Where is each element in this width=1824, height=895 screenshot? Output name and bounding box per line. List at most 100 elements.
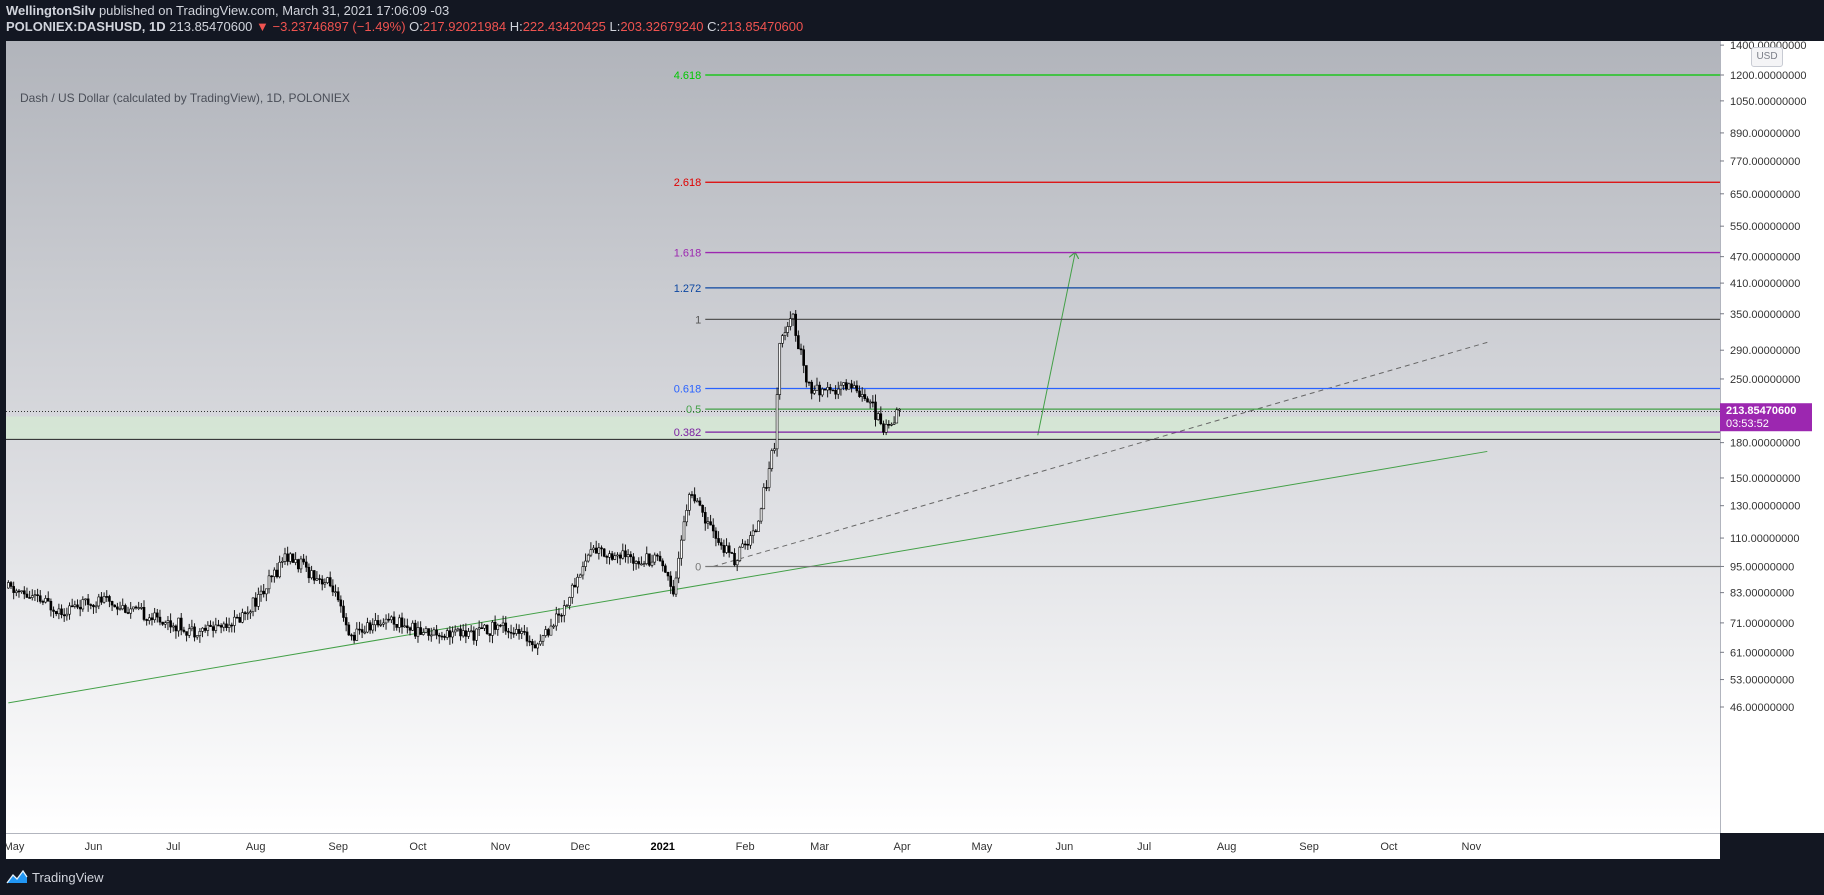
- candle-body[interactable]: [62, 614, 66, 617]
- candle-body[interactable]: [384, 618, 388, 624]
- candle-body[interactable]: [493, 621, 497, 630]
- candle-body[interactable]: [531, 641, 534, 646]
- candle-body[interactable]: [746, 543, 750, 546]
- candle-body[interactable]: [539, 640, 542, 645]
- brand-name[interactable]: TradingView: [32, 870, 104, 885]
- candle-body[interactable]: [328, 577, 332, 587]
- candle-body[interactable]: [60, 608, 63, 616]
- candle-body[interactable]: [488, 633, 492, 636]
- candle-body[interactable]: [661, 560, 665, 567]
- candle-body[interactable]: [610, 553, 614, 560]
- candle-body[interactable]: [629, 554, 633, 558]
- candle-body[interactable]: [757, 520, 760, 532]
- candle-body[interactable]: [275, 569, 279, 578]
- candle-body[interactable]: [97, 596, 101, 607]
- candle-body[interactable]: [608, 553, 611, 558]
- candle-body[interactable]: [552, 625, 555, 628]
- candle-body[interactable]: [568, 597, 571, 606]
- candle-body[interactable]: [810, 381, 813, 394]
- candle-body[interactable]: [7, 582, 10, 589]
- candle-body[interactable]: [860, 394, 864, 397]
- candle-body[interactable]: [54, 611, 58, 615]
- time-axis-canvas[interactable]: May Jun Jul Aug Sep Oct Nov Dec 2021 Feb Mar Apr May…: [4, 833, 1720, 859]
- candle-body[interactable]: [733, 552, 736, 566]
- candle-body[interactable]: [296, 559, 300, 570]
- candle-body[interactable]: [419, 627, 422, 635]
- candle-body[interactable]: [443, 635, 446, 638]
- candle-body[interactable]: [850, 383, 853, 389]
- candle-body[interactable]: [241, 612, 244, 623]
- candle-body[interactable]: [118, 608, 122, 611]
- candle-body[interactable]: [342, 605, 345, 618]
- candle-body[interactable]: [286, 553, 289, 562]
- candle-body[interactable]: [898, 408, 901, 411]
- candle-body[interactable]: [179, 617, 183, 631]
- candle-body[interactable]: [166, 620, 170, 623]
- candle-body[interactable]: [890, 424, 893, 426]
- candle-body[interactable]: [549, 625, 553, 636]
- candle-body[interactable]: [456, 628, 460, 631]
- candle-body[interactable]: [754, 530, 758, 533]
- candle-body[interactable]: [382, 622, 385, 625]
- candle-body[interactable]: [738, 546, 742, 562]
- candle-body[interactable]: [711, 524, 715, 532]
- candle-body[interactable]: [379, 623, 383, 626]
- candle-body[interactable]: [618, 554, 622, 559]
- candle-body[interactable]: [403, 625, 406, 628]
- candle-body[interactable]: [672, 586, 675, 595]
- candle-body[interactable]: [565, 605, 569, 607]
- candle-body[interactable]: [288, 553, 292, 562]
- candle-body[interactable]: [706, 521, 710, 524]
- candle-body[interactable]: [626, 554, 630, 558]
- candle-body[interactable]: [158, 616, 162, 623]
- candle-body[interactable]: [219, 625, 223, 628]
- candle-body[interactable]: [129, 608, 132, 614]
- candle-body[interactable]: [653, 554, 657, 563]
- candle-body[interactable]: [749, 535, 752, 546]
- candle-body[interactable]: [802, 349, 805, 366]
- candle-body[interactable]: [198, 631, 202, 636]
- candle-body[interactable]: [523, 631, 526, 633]
- candle-body[interactable]: [182, 629, 186, 632]
- candle-body[interactable]: [882, 423, 885, 433]
- candle-body[interactable]: [445, 630, 449, 638]
- candle-body[interactable]: [578, 574, 582, 578]
- candle-body[interactable]: [469, 630, 473, 633]
- candle-body[interactable]: [581, 566, 585, 576]
- candle-body[interactable]: [243, 612, 247, 614]
- candle-body[interactable]: [304, 561, 308, 568]
- candle-body[interactable]: [366, 622, 369, 633]
- candle-body[interactable]: [15, 590, 18, 593]
- candle-body[interactable]: [461, 630, 465, 637]
- candle-body[interactable]: [778, 343, 782, 395]
- candle-body[interactable]: [496, 624, 500, 630]
- candle-body[interactable]: [714, 530, 718, 539]
- candle-body[interactable]: [759, 508, 763, 522]
- price-axis[interactable]: 1400.00000000 1200.00000000 1050.00000000 8…: [1720, 40, 1824, 833]
- candle-body[interactable]: [22, 590, 26, 595]
- candle-body[interactable]: [86, 598, 90, 605]
- candle-body[interactable]: [281, 560, 284, 563]
- candle-body[interactable]: [852, 385, 856, 389]
- candle-body[interactable]: [818, 384, 821, 396]
- candle-body[interactable]: [680, 539, 683, 559]
- candle-body[interactable]: [395, 623, 399, 628]
- currency-badge[interactable]: USD: [1751, 47, 1783, 67]
- candle-body[interactable]: [895, 409, 899, 424]
- candle-body[interactable]: [265, 588, 268, 595]
- candle-body[interactable]: [525, 631, 529, 642]
- candle-body[interactable]: [491, 621, 494, 636]
- candle-body[interactable]: [741, 543, 744, 548]
- candle-body[interactable]: [820, 388, 824, 396]
- candle-body[interactable]: [866, 398, 869, 403]
- candle-body[interactable]: [453, 629, 457, 633]
- candle-body[interactable]: [358, 628, 361, 631]
- candle-body[interactable]: [836, 388, 840, 395]
- candle-body[interactable]: [344, 617, 348, 626]
- candle-body[interactable]: [44, 598, 47, 603]
- candle-body[interactable]: [645, 553, 649, 564]
- candle-body[interactable]: [259, 590, 263, 595]
- candle-body[interactable]: [38, 595, 42, 602]
- candle-body[interactable]: [116, 606, 119, 610]
- candle-body[interactable]: [483, 624, 486, 629]
